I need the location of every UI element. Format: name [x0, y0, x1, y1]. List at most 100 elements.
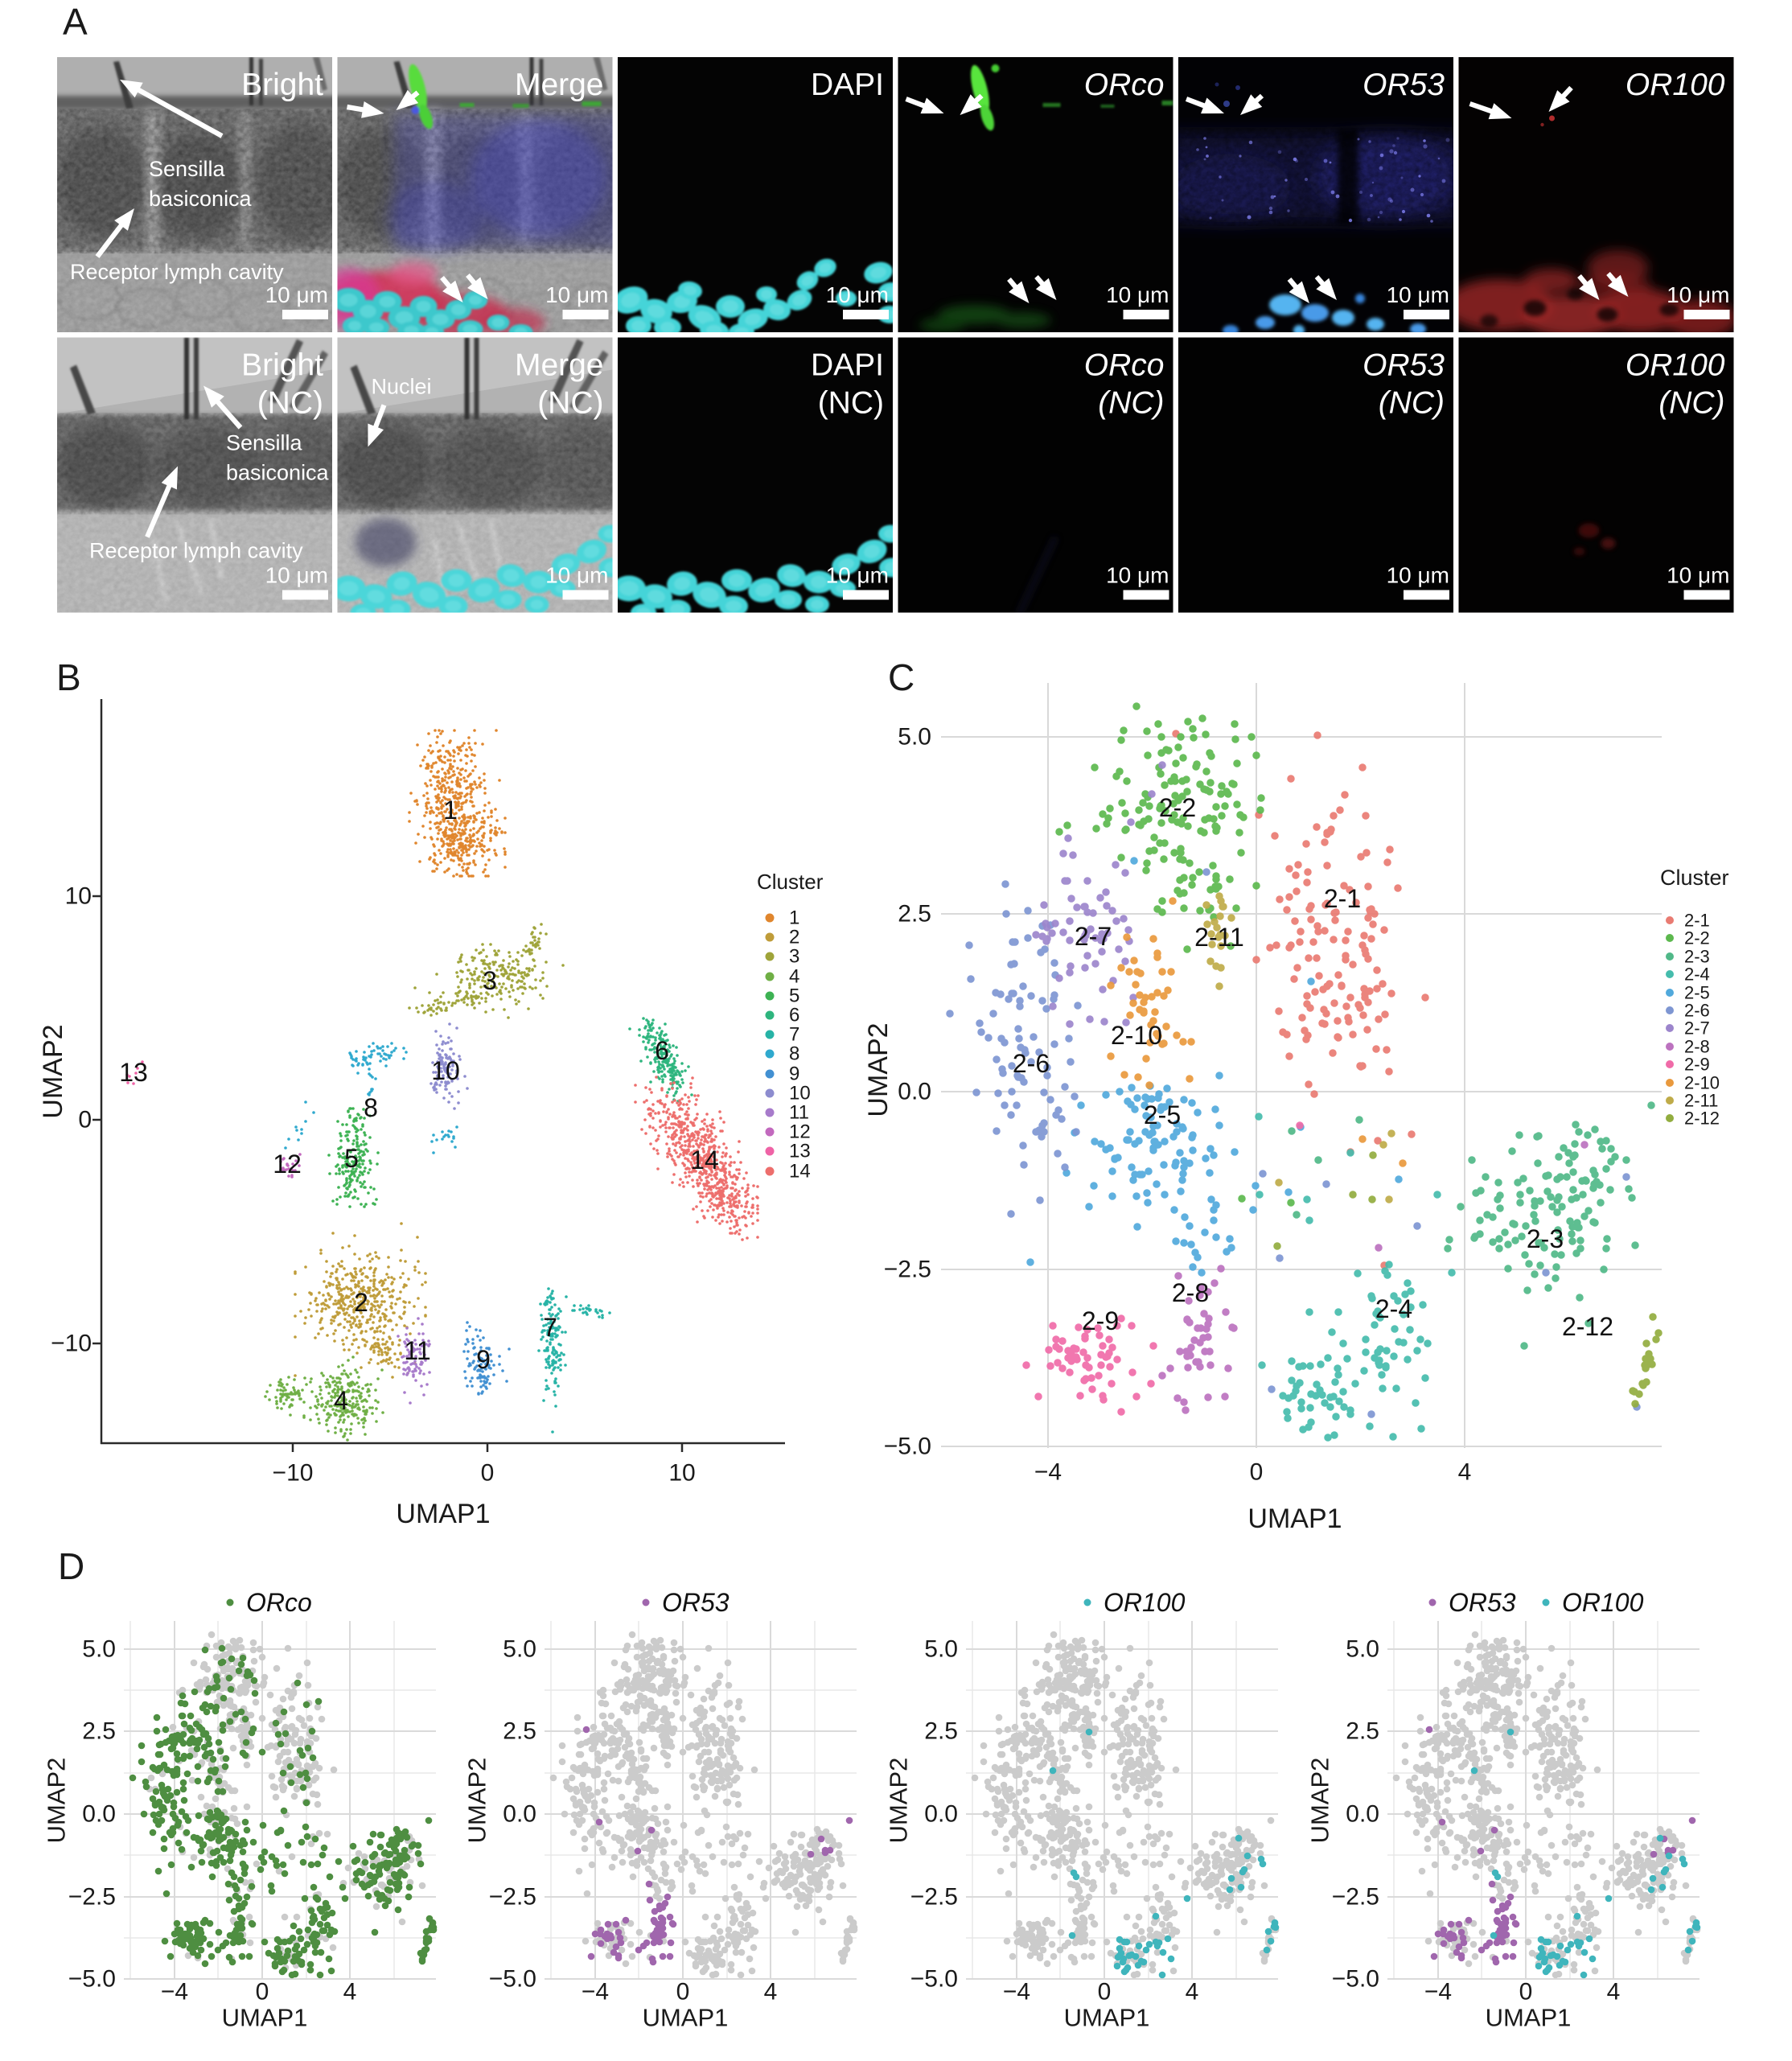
- svg-text:10 μm: 10 μm: [1106, 563, 1169, 588]
- svg-text:Cluster: Cluster: [1660, 866, 1729, 890]
- svg-text:10 μm: 10 μm: [1387, 282, 1449, 307]
- svg-text:4: 4: [789, 966, 799, 988]
- svg-text:OR100: OR100: [1626, 68, 1725, 102]
- svg-text:4: 4: [1458, 1459, 1472, 1486]
- svg-text:8: 8: [789, 1043, 799, 1065]
- svg-text:4: 4: [334, 1386, 348, 1415]
- svg-text:10 μm: 10 μm: [1667, 282, 1729, 307]
- svg-text:−5.0: −5.0: [910, 1966, 958, 1993]
- svg-text:5.0: 5.0: [898, 724, 931, 751]
- svg-text:0.0: 0.0: [503, 1801, 536, 1828]
- svg-text:2-2: 2-2: [1159, 793, 1196, 822]
- svg-text:2: 2: [354, 1288, 368, 1317]
- svg-text:(NC): (NC): [1098, 386, 1164, 421]
- svg-text:−4: −4: [582, 1979, 609, 2005]
- svg-text:Sensilla: Sensilla: [226, 431, 303, 455]
- svg-text:UMAP1: UMAP1: [222, 2004, 308, 2032]
- svg-text:6: 6: [655, 1036, 669, 1065]
- svg-text:2-7: 2-7: [1684, 1018, 1710, 1039]
- svg-text:2-6: 2-6: [1013, 1049, 1050, 1078]
- svg-text:OR53: OR53: [1449, 1588, 1516, 1617]
- svg-text:UMAP1: UMAP1: [643, 2004, 729, 2032]
- svg-text:2-6: 2-6: [1684, 1001, 1710, 1021]
- svg-text:C: C: [888, 656, 914, 698]
- svg-text:Cluster: Cluster: [757, 870, 824, 894]
- svg-text:10: 10: [431, 1056, 460, 1085]
- svg-text:2-10: 2-10: [1111, 1021, 1162, 1050]
- svg-text:(NC): (NC): [1658, 386, 1724, 421]
- svg-text:UMAP1: UMAP1: [396, 1499, 490, 1529]
- svg-text:UMAP2: UMAP2: [38, 1024, 68, 1118]
- svg-text:Sensilla: Sensilla: [149, 157, 226, 181]
- svg-text:12: 12: [789, 1121, 811, 1143]
- svg-text:−2.5: −2.5: [910, 1884, 958, 1911]
- svg-text:2-11: 2-11: [1194, 923, 1244, 952]
- svg-text:2-1: 2-1: [1684, 911, 1710, 931]
- svg-text:14: 14: [789, 1161, 811, 1183]
- svg-text:2-4: 2-4: [1684, 965, 1710, 985]
- svg-text:OR53: OR53: [1362, 348, 1445, 383]
- svg-text:2.5: 2.5: [1346, 1718, 1379, 1745]
- svg-text:UMAP2: UMAP2: [885, 1758, 913, 1844]
- svg-text:UMAP2: UMAP2: [1306, 1758, 1334, 1844]
- svg-text:11: 11: [789, 1102, 809, 1124]
- svg-text:2-8: 2-8: [1684, 1037, 1710, 1057]
- svg-text:0: 0: [256, 1979, 269, 2005]
- svg-text:10 μm: 10 μm: [265, 282, 328, 307]
- svg-text:2-5: 2-5: [1144, 1100, 1181, 1129]
- svg-text:−4: −4: [1003, 1979, 1030, 2005]
- svg-text:8: 8: [364, 1093, 378, 1122]
- svg-text:2-5: 2-5: [1684, 983, 1710, 1003]
- svg-text:4: 4: [1607, 1979, 1621, 2005]
- svg-text:2-12: 2-12: [1684, 1109, 1720, 1129]
- svg-text:5: 5: [344, 1144, 359, 1173]
- svg-text:OR53: OR53: [1362, 68, 1445, 102]
- svg-text:4: 4: [764, 1979, 778, 2005]
- svg-text:10 μm: 10 μm: [826, 563, 889, 588]
- svg-text:2.5: 2.5: [924, 1718, 958, 1745]
- svg-text:10: 10: [65, 883, 92, 910]
- svg-text:0: 0: [1519, 1979, 1533, 2005]
- svg-text:2-11: 2-11: [1684, 1091, 1718, 1111]
- svg-text:3: 3: [789, 946, 799, 968]
- svg-text:−4: −4: [1034, 1459, 1062, 1486]
- svg-text:ORco: ORco: [246, 1588, 312, 1617]
- svg-text:6: 6: [789, 1005, 799, 1026]
- svg-text:7: 7: [789, 1024, 799, 1046]
- svg-text:OR100: OR100: [1104, 1588, 1186, 1617]
- svg-text:(NC): (NC): [1379, 386, 1445, 421]
- svg-text:Receptor lymph cavity: Receptor lymph cavity: [89, 539, 303, 563]
- svg-text:−2.5: −2.5: [489, 1884, 536, 1911]
- svg-text:5: 5: [789, 985, 799, 1007]
- svg-text:2: 2: [789, 927, 799, 948]
- svg-text:UMAP2: UMAP2: [463, 1758, 491, 1844]
- svg-text:9: 9: [476, 1345, 491, 1374]
- svg-text:2.5: 2.5: [898, 901, 931, 928]
- svg-text:4: 4: [343, 1979, 357, 2005]
- svg-text:1: 1: [789, 907, 799, 929]
- svg-text:10 μm: 10 μm: [545, 282, 608, 307]
- svg-text:2-4: 2-4: [1375, 1294, 1412, 1323]
- svg-text:10 μm: 10 μm: [1106, 282, 1169, 307]
- svg-text:0.0: 0.0: [924, 1801, 958, 1828]
- svg-text:7: 7: [543, 1313, 557, 1342]
- svg-text:3: 3: [483, 966, 497, 995]
- svg-text:9: 9: [789, 1063, 799, 1085]
- svg-text:2-2: 2-2: [1684, 928, 1710, 948]
- svg-text:5.0: 5.0: [924, 1636, 958, 1663]
- svg-text:−5.0: −5.0: [1332, 1966, 1379, 1993]
- svg-text:5.0: 5.0: [82, 1636, 116, 1663]
- svg-text:2-10: 2-10: [1684, 1073, 1720, 1093]
- svg-text:UMAP1: UMAP1: [1247, 1504, 1342, 1534]
- svg-text:2-8: 2-8: [1172, 1278, 1209, 1307]
- svg-text:0: 0: [1250, 1459, 1264, 1486]
- svg-text:basiconica: basiconica: [149, 187, 253, 211]
- svg-text:10 μm: 10 μm: [1387, 563, 1449, 588]
- svg-text:0: 0: [1098, 1979, 1112, 2005]
- svg-text:−4: −4: [1424, 1979, 1452, 2005]
- svg-text:ORco: ORco: [1084, 68, 1165, 102]
- svg-text:2-9: 2-9: [1082, 1306, 1119, 1335]
- svg-text:2-1: 2-1: [1324, 884, 1361, 913]
- svg-text:11: 11: [404, 1336, 430, 1365]
- svg-text:Merge: Merge: [515, 348, 604, 383]
